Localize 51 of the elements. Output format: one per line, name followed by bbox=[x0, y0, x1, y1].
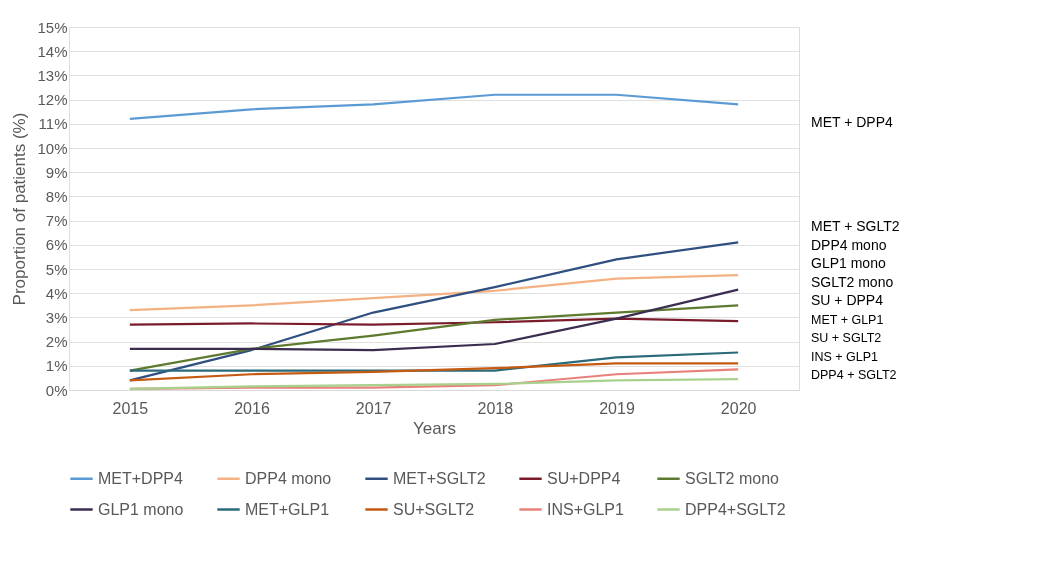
y-tick-label: 4% bbox=[45, 284, 68, 302]
text: INS + GLP1 bbox=[811, 349, 879, 364]
y-tick-label: 0% bbox=[45, 381, 68, 399]
x-axis-title: Years bbox=[413, 418, 456, 438]
legend-label: MET+DPP4 bbox=[98, 469, 184, 487]
y-tick-label: 15% bbox=[37, 18, 68, 36]
legend-label: DPP4 mono bbox=[245, 469, 332, 487]
y-tick-label: 14% bbox=[37, 42, 68, 60]
line-series bbox=[128, 288, 740, 352]
legend-label: MET+SGLT2 bbox=[393, 469, 486, 487]
text: SU + DPP4 bbox=[811, 292, 884, 308]
line-series bbox=[128, 378, 740, 390]
line-series bbox=[128, 317, 740, 326]
x-tick-label: 2019 bbox=[599, 399, 635, 417]
text: DPP4 + SGLT2 bbox=[811, 368, 897, 382]
x-tick-label: 2020 bbox=[720, 399, 757, 417]
line-series bbox=[128, 362, 740, 382]
y-tick-label: 13% bbox=[37, 66, 68, 84]
line-series bbox=[128, 304, 740, 372]
x-tick-label: 2015 bbox=[112, 399, 149, 417]
legend-label: SU+SGLT2 bbox=[393, 500, 475, 518]
legend-label: SU+DPP4 bbox=[547, 469, 621, 487]
y-tick-label: 12% bbox=[37, 91, 68, 109]
y-tick-label: 1% bbox=[45, 357, 68, 375]
legend-label: DPP4+SGLT2 bbox=[685, 500, 786, 518]
y-tick-label: 7% bbox=[45, 212, 68, 230]
y-tick-label: 5% bbox=[45, 260, 68, 278]
line-series bbox=[128, 273, 740, 312]
text: GLP1 mono bbox=[811, 255, 886, 271]
y-axis-title: Proportion of patients (%) bbox=[10, 112, 30, 306]
text: MET + GLP1 bbox=[811, 312, 884, 327]
x-tick-label: 2016 bbox=[234, 399, 270, 417]
text: SU + SGLT2 bbox=[811, 331, 882, 345]
y-tick-label: 10% bbox=[37, 139, 68, 157]
y-tick-label: 8% bbox=[45, 187, 68, 205]
text: SGLT2 mono bbox=[811, 273, 894, 290]
text: MET + SGLT2 bbox=[811, 218, 900, 234]
legend-label: MET+GLP1 bbox=[245, 500, 330, 518]
legend-label: GLP1 mono bbox=[98, 500, 184, 518]
y-tick-label: 11% bbox=[38, 115, 68, 133]
line-series bbox=[128, 93, 740, 121]
y-tick-label: 2% bbox=[45, 333, 68, 351]
legend-label: INS+GLP1 bbox=[547, 500, 625, 518]
y-tick-label: 3% bbox=[45, 308, 68, 326]
y-tick-label: 9% bbox=[45, 163, 68, 181]
text: DPP4 mono bbox=[811, 236, 887, 253]
y-tick-label: 6% bbox=[45, 236, 68, 254]
text: MET + DPP4 bbox=[811, 114, 894, 130]
x-tick-label: 2018 bbox=[477, 399, 514, 417]
x-tick-label: 2017 bbox=[355, 399, 392, 417]
legend-label: SGLT2 mono bbox=[685, 469, 780, 487]
